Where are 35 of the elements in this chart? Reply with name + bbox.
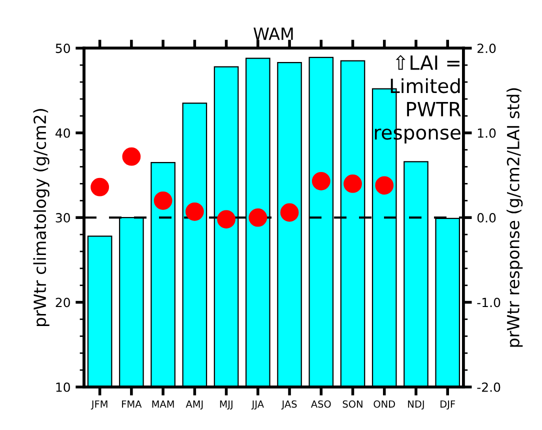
y-tick-label: 50 bbox=[56, 44, 70, 54]
y2-axis-title: prWtr response (g/cm2/LAI std) bbox=[506, 88, 523, 347]
y2-tick-label: 0.0 bbox=[477, 213, 496, 223]
point bbox=[344, 174, 362, 193]
y-tick-label: 10 bbox=[56, 382, 70, 392]
point bbox=[122, 147, 141, 166]
y2-tick-label: -1.0 bbox=[477, 298, 500, 308]
y2-tick-label: 1.0 bbox=[478, 128, 496, 138]
x-tick-label: JAS bbox=[281, 400, 297, 410]
point bbox=[248, 208, 268, 227]
y-tick-label: 20 bbox=[56, 298, 70, 308]
x-tick-label: FMA bbox=[122, 400, 142, 408]
x-tick-label: JJA bbox=[251, 400, 264, 410]
point bbox=[375, 176, 394, 195]
point bbox=[280, 203, 299, 222]
chart-title: WAM bbox=[254, 28, 293, 40]
x-tick-label: OND bbox=[374, 400, 395, 408]
x-tick-label: MAM bbox=[152, 400, 174, 408]
y-tick-label: 40 bbox=[56, 128, 70, 138]
x-tick-label: MJJ bbox=[220, 400, 232, 410]
y-tick-label: 30 bbox=[56, 213, 70, 223]
x-tick-label: JFM bbox=[90, 400, 108, 410]
x-tick-label: NDJ bbox=[408, 400, 424, 410]
point bbox=[312, 172, 330, 190]
point bbox=[154, 191, 172, 210]
y-axis-title: prWtr climatology (g/cm2) bbox=[33, 109, 50, 326]
point bbox=[185, 202, 204, 221]
x-tick-label: AMJ bbox=[186, 400, 203, 410]
y2-tick-label: -2.0 bbox=[477, 382, 500, 392]
x-tick-label: ASO bbox=[310, 400, 331, 408]
point bbox=[90, 178, 110, 196]
point bbox=[217, 210, 236, 228]
y2-tick-label: 2.0 bbox=[478, 44, 496, 54]
x-tick-label: SON bbox=[342, 400, 362, 408]
x-tick-label: DJF bbox=[440, 400, 456, 410]
